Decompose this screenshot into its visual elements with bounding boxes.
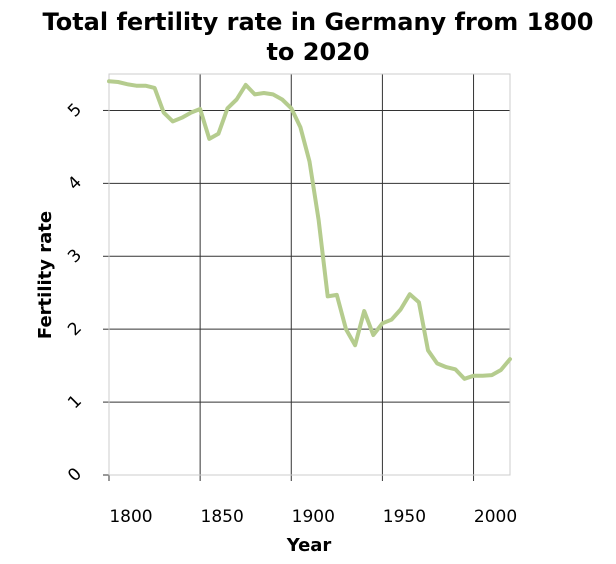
y-tick-label: 4 <box>64 172 86 194</box>
y-tick-label: 0 <box>64 464 86 486</box>
y-tick-label: 5 <box>64 100 86 122</box>
series-group <box>107 79 512 381</box>
x-tick-label: 1850 <box>201 507 244 527</box>
y-axis-label: Fertility rate <box>35 211 56 339</box>
grid <box>103 74 510 481</box>
x-tick-label: 1900 <box>292 507 335 527</box>
x-tick-label: 2000 <box>474 507 517 527</box>
y-tick-labels: 0 1 2 3 4 5 <box>64 100 86 486</box>
y-tick-label: 1 <box>64 391 86 413</box>
y-tick-label: 2 <box>64 318 86 340</box>
chart-title-line-1: Total fertility rate in Germany from 180… <box>43 8 594 36</box>
x-tick-label: 1950 <box>383 507 426 527</box>
x-tick-label: 1800 <box>109 507 152 527</box>
chart-title-line-2: to 2020 <box>266 38 369 66</box>
y-tick-label: 3 <box>64 245 86 267</box>
series-line <box>107 79 512 381</box>
plot-frame <box>108 73 511 476</box>
x-axis-label: Year <box>286 535 332 556</box>
x-tick-labels: 1800 1850 1900 1950 2000 <box>109 507 517 527</box>
